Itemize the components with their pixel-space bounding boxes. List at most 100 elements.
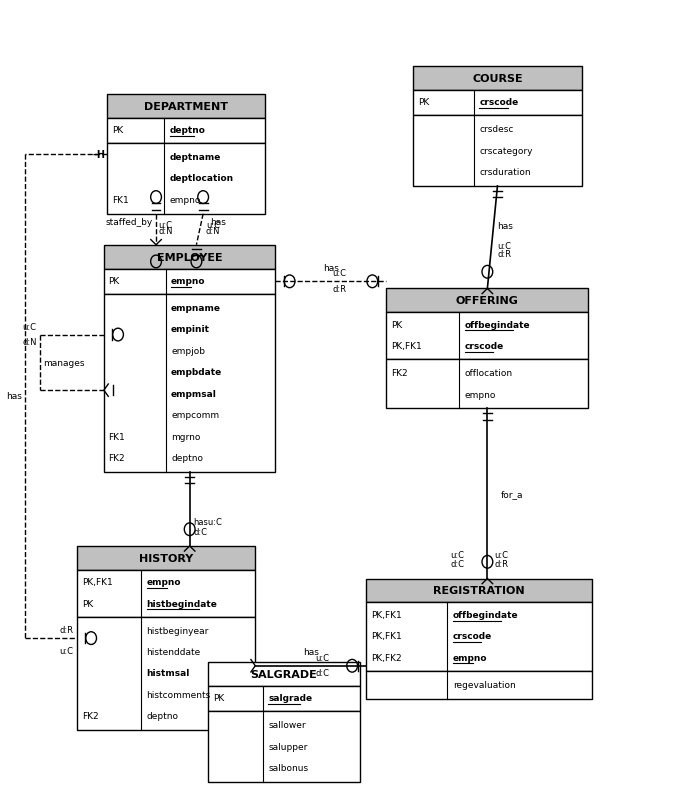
Bar bbox=[413, 67, 582, 91]
Text: d:C: d:C bbox=[193, 527, 207, 536]
Text: empno: empno bbox=[171, 277, 206, 286]
Bar bbox=[413, 116, 582, 187]
Bar bbox=[386, 313, 589, 360]
Text: d:N: d:N bbox=[22, 338, 37, 346]
Text: d:R: d:R bbox=[332, 285, 346, 294]
Bar bbox=[366, 602, 591, 670]
Text: PK: PK bbox=[418, 98, 429, 107]
Bar bbox=[208, 686, 359, 711]
Text: empcomm: empcomm bbox=[171, 411, 219, 419]
Text: PK: PK bbox=[391, 320, 402, 329]
Text: offbegindate: offbegindate bbox=[453, 610, 518, 619]
Text: has: has bbox=[210, 217, 226, 226]
Text: d:C: d:C bbox=[315, 668, 329, 678]
Text: empno: empno bbox=[464, 390, 496, 399]
Text: empjob: empjob bbox=[171, 346, 205, 355]
Text: histcomments: histcomments bbox=[146, 690, 211, 699]
Text: has: has bbox=[303, 647, 319, 656]
Bar bbox=[104, 294, 275, 472]
Text: manages: manages bbox=[43, 358, 85, 367]
Text: crsdesc: crsdesc bbox=[480, 125, 513, 134]
Text: has: has bbox=[6, 392, 22, 401]
Text: –H: –H bbox=[92, 149, 106, 160]
Text: deptno: deptno bbox=[146, 711, 179, 720]
Text: d:N: d:N bbox=[206, 227, 220, 236]
Text: histenddate: histenddate bbox=[146, 647, 201, 656]
Text: deptno: deptno bbox=[171, 454, 203, 463]
Text: empbdate: empbdate bbox=[171, 368, 222, 377]
Text: salupper: salupper bbox=[268, 742, 308, 751]
Bar bbox=[104, 245, 275, 269]
Text: histbegindate: histbegindate bbox=[146, 599, 217, 608]
Text: empname: empname bbox=[171, 303, 221, 313]
Text: empinit: empinit bbox=[171, 325, 210, 334]
Text: PK: PK bbox=[81, 599, 93, 608]
Text: crscode: crscode bbox=[453, 631, 492, 640]
Text: SALGRADE: SALGRADE bbox=[250, 669, 317, 679]
Text: empno: empno bbox=[146, 577, 181, 586]
Text: FK2: FK2 bbox=[108, 454, 126, 463]
Text: EMPLOYEE: EMPLOYEE bbox=[157, 253, 222, 262]
Text: PK: PK bbox=[108, 277, 120, 286]
Text: HISTORY: HISTORY bbox=[139, 553, 193, 563]
Text: has: has bbox=[497, 221, 513, 230]
Text: crscategory: crscategory bbox=[480, 147, 533, 156]
Text: PK,FK1: PK,FK1 bbox=[81, 577, 112, 586]
Text: histbeginyear: histbeginyear bbox=[146, 626, 209, 634]
Text: u:C: u:C bbox=[23, 322, 37, 331]
Text: d:R: d:R bbox=[59, 626, 74, 634]
Text: deptname: deptname bbox=[170, 152, 221, 162]
Bar bbox=[77, 617, 255, 731]
Text: u:C: u:C bbox=[494, 550, 508, 559]
Bar bbox=[107, 119, 266, 144]
Text: deptlocation: deptlocation bbox=[170, 174, 234, 183]
Text: crscode: crscode bbox=[480, 98, 519, 107]
Text: deptno: deptno bbox=[170, 126, 206, 135]
Text: hasu:C: hasu:C bbox=[193, 517, 222, 526]
Text: salgrade: salgrade bbox=[268, 693, 312, 703]
Text: REGISTRATION: REGISTRATION bbox=[433, 585, 525, 596]
Text: offlocation: offlocation bbox=[464, 369, 513, 378]
Bar bbox=[413, 91, 582, 116]
Bar bbox=[107, 144, 266, 214]
Text: regevaluation: regevaluation bbox=[453, 680, 515, 689]
Text: u:C: u:C bbox=[332, 269, 346, 278]
Text: empmsal: empmsal bbox=[171, 389, 217, 399]
Bar bbox=[366, 670, 591, 699]
Text: histmsal: histmsal bbox=[146, 669, 190, 678]
Text: d:N: d:N bbox=[159, 227, 173, 236]
Bar bbox=[208, 662, 359, 686]
Text: u:C: u:C bbox=[206, 221, 220, 230]
Text: PK: PK bbox=[112, 126, 124, 135]
Text: d:C: d:C bbox=[451, 560, 464, 569]
Text: PK: PK bbox=[213, 693, 224, 703]
Bar bbox=[104, 269, 275, 294]
Text: offbegindate: offbegindate bbox=[464, 320, 530, 329]
Text: DEPARTMENT: DEPARTMENT bbox=[144, 102, 228, 111]
Bar bbox=[77, 570, 255, 617]
Text: u:C: u:C bbox=[451, 550, 464, 559]
Text: has: has bbox=[323, 263, 339, 273]
Text: FK2: FK2 bbox=[391, 369, 408, 378]
Text: crscode: crscode bbox=[464, 342, 504, 350]
Text: PK,FK1: PK,FK1 bbox=[391, 342, 422, 350]
Text: FK1: FK1 bbox=[108, 432, 126, 441]
Text: u:C: u:C bbox=[497, 242, 511, 251]
Text: sallower: sallower bbox=[268, 720, 306, 729]
Text: FK2: FK2 bbox=[81, 711, 99, 720]
Text: u:C: u:C bbox=[159, 221, 172, 230]
Text: empno: empno bbox=[170, 196, 201, 205]
Text: for_a: for_a bbox=[501, 489, 523, 498]
Bar bbox=[107, 95, 266, 119]
Text: COURSE: COURSE bbox=[472, 74, 523, 83]
Text: u:C: u:C bbox=[59, 646, 74, 655]
Text: empno: empno bbox=[453, 653, 487, 662]
Text: staffed_by: staffed_by bbox=[106, 217, 152, 226]
Text: FK1: FK1 bbox=[112, 196, 129, 205]
Text: u:C: u:C bbox=[315, 653, 329, 662]
Bar bbox=[77, 546, 255, 570]
Bar bbox=[386, 289, 589, 313]
Text: OFFERING: OFFERING bbox=[456, 296, 519, 306]
Bar bbox=[386, 360, 589, 409]
Text: d:R: d:R bbox=[494, 560, 508, 569]
